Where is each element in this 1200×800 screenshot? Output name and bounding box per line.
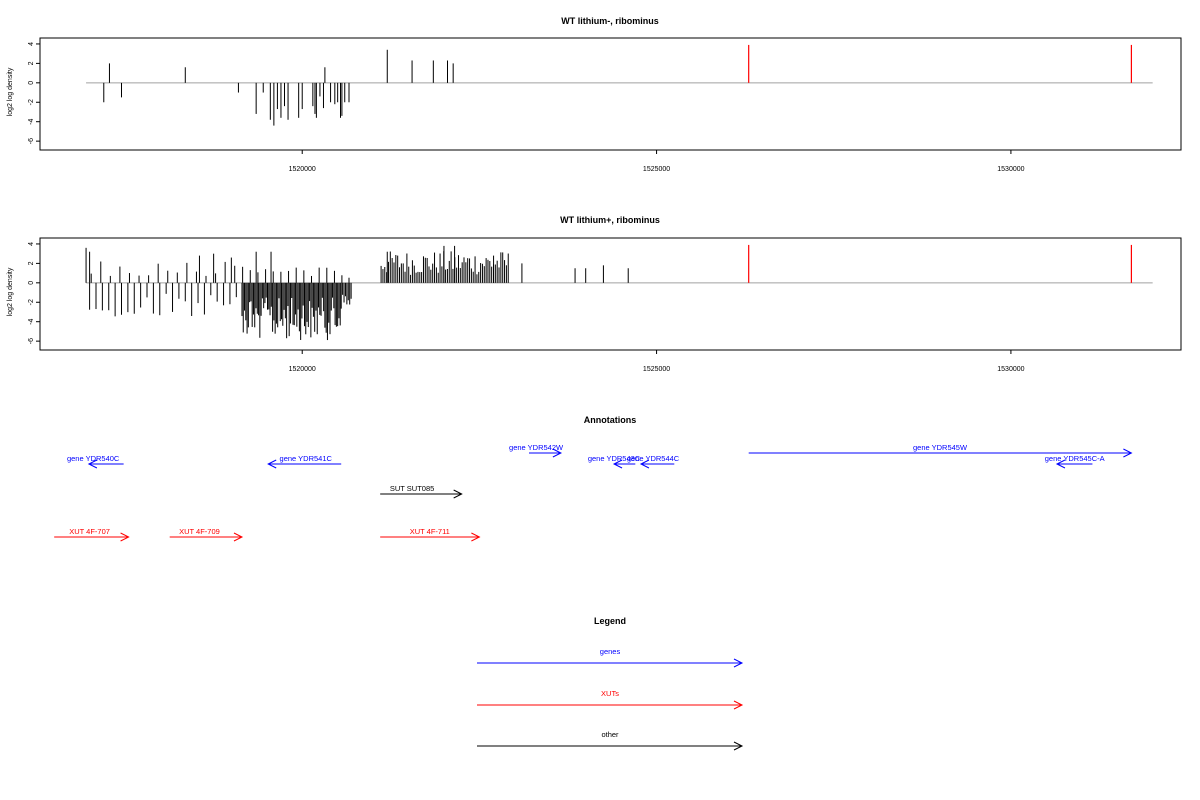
annotation-gene-ydr545w: gene YDR545W bbox=[748, 443, 1133, 458]
x-tick-label: 1520000 bbox=[289, 166, 316, 173]
x-tick-label: 1520000 bbox=[289, 366, 316, 373]
annotation-gene-ydr541c: gene YDR541C bbox=[267, 454, 342, 469]
annotation-label: XUT 4F-707 bbox=[69, 527, 110, 536]
arrow-head bbox=[552, 448, 563, 458]
y-axis: 4 2 0 -2 -4 -6 bbox=[28, 42, 40, 144]
annotation-label: SUT SUT085 bbox=[390, 484, 434, 493]
legend-label: XUTs bbox=[601, 689, 619, 698]
y-tick-label: -4 bbox=[28, 118, 35, 124]
annotation-label: XUT 4F-711 bbox=[410, 527, 450, 536]
y-tick-label: 2 bbox=[28, 261, 35, 265]
chart-panel-lithium-minus: WT lithium-, ribominus log2 log density … bbox=[7, 16, 1182, 173]
legend-item-xut: XUTs bbox=[477, 689, 744, 710]
arrow-head bbox=[87, 459, 98, 469]
annotation-label: gene YDR542W bbox=[509, 443, 564, 452]
annotation-gene-ydr540c: gene YDR540C bbox=[67, 454, 124, 469]
annotation-label: gene YDR545W bbox=[913, 443, 968, 452]
annotation-xut-4f-709: XUT 4F-709 bbox=[169, 527, 244, 542]
arrow-head bbox=[733, 658, 744, 668]
annotation-gene-ydr543c: gene YDR543C bbox=[588, 454, 641, 469]
x-tick-label: 1525000 bbox=[643, 366, 670, 373]
x-tick-label: 1530000 bbox=[997, 166, 1024, 173]
plot-frame bbox=[39, 237, 1182, 351]
annotation-gene-ydr545c-a: gene YDR545C-A bbox=[1045, 454, 1105, 469]
y-tick-label: -2 bbox=[28, 299, 35, 305]
legend-item-gene: genes bbox=[477, 647, 744, 668]
y-tick-label: -2 bbox=[28, 99, 35, 105]
arrow-head bbox=[639, 459, 650, 469]
annotation-items: gene YDR540C gene YDR541C gene YDR542W gene… bbox=[54, 443, 1133, 542]
annotation-gene-ydr542w: gene YDR542W bbox=[509, 443, 564, 458]
arrow-head bbox=[1123, 448, 1133, 458]
annotation-gene-ydr544c: gene YDR544C bbox=[627, 454, 680, 469]
annotation-xut-4f-711: XUT 4F-711 bbox=[380, 527, 481, 542]
data-bars bbox=[85, 245, 629, 341]
y-axis-label: log2 log density bbox=[7, 67, 14, 116]
annotations-panel: Annotations gene YDR540C gene YDR541Cgene… bbox=[54, 415, 1133, 542]
data-bars bbox=[103, 49, 454, 126]
chart-title: WT lithium-, ribominus bbox=[561, 16, 659, 26]
annotation-label: gene YDR540C bbox=[67, 454, 120, 463]
y-axis: 4 2 0 -2 -4 -6 bbox=[28, 242, 40, 344]
x-axis: 1520000 1525000 1530000 bbox=[289, 150, 1025, 173]
annotation-label: gene YDR543C bbox=[588, 454, 641, 463]
arrow-head bbox=[612, 459, 623, 469]
legend-label: other bbox=[601, 730, 619, 739]
arrow-head bbox=[733, 700, 744, 710]
arrow-head bbox=[120, 532, 130, 542]
x-tick-label: 1525000 bbox=[643, 166, 670, 173]
y-tick-label: -4 bbox=[28, 318, 35, 324]
chart-panel-lithium-plus: WT lithium+, ribominus log2 log density … bbox=[7, 215, 1182, 373]
annotation-label: XUT 4F-709 bbox=[179, 527, 220, 536]
y-tick-label: 4 bbox=[28, 242, 35, 246]
annotation-label: gene YDR544C bbox=[627, 454, 680, 463]
y-tick-label: 0 bbox=[28, 81, 35, 85]
marker-bars bbox=[748, 244, 1132, 283]
annotations-title: Annotations bbox=[584, 415, 637, 425]
legend-item-other: other bbox=[477, 730, 744, 751]
y-tick-label: -6 bbox=[28, 138, 35, 144]
legend-panel: Legend genes XUTs other bbox=[477, 616, 744, 751]
annotation-xut-4f-707: XUT 4F-707 bbox=[54, 527, 130, 542]
arrow-head bbox=[233, 532, 244, 542]
y-tick-label: 4 bbox=[28, 42, 35, 46]
x-axis: 1520000 1525000 1530000 bbox=[289, 350, 1025, 373]
y-tick-label: 2 bbox=[28, 61, 35, 65]
x-tick-label: 1530000 bbox=[997, 366, 1024, 373]
arrow-head bbox=[267, 459, 277, 469]
y-tick-label: 0 bbox=[28, 281, 35, 285]
y-tick-label: -6 bbox=[28, 338, 35, 344]
arrow-head bbox=[1055, 459, 1066, 469]
plot-frame bbox=[39, 37, 1182, 151]
annotation-label: gene YDR545C-A bbox=[1045, 454, 1105, 463]
arrow-head bbox=[733, 741, 744, 751]
legend-label: genes bbox=[600, 647, 621, 656]
legend-items: genes XUTs other bbox=[477, 647, 744, 751]
marker-bars bbox=[748, 44, 1132, 83]
legend-title: Legend bbox=[594, 616, 626, 626]
chart-title: WT lithium+, ribominus bbox=[560, 215, 660, 225]
annotation-sut-sut085: SUT SUT085 bbox=[380, 484, 463, 499]
y-axis-label: log2 log density bbox=[7, 267, 14, 316]
arrow-head bbox=[471, 532, 481, 542]
arrow-head bbox=[453, 489, 463, 499]
annotation-label: gene YDR541C bbox=[280, 454, 333, 463]
